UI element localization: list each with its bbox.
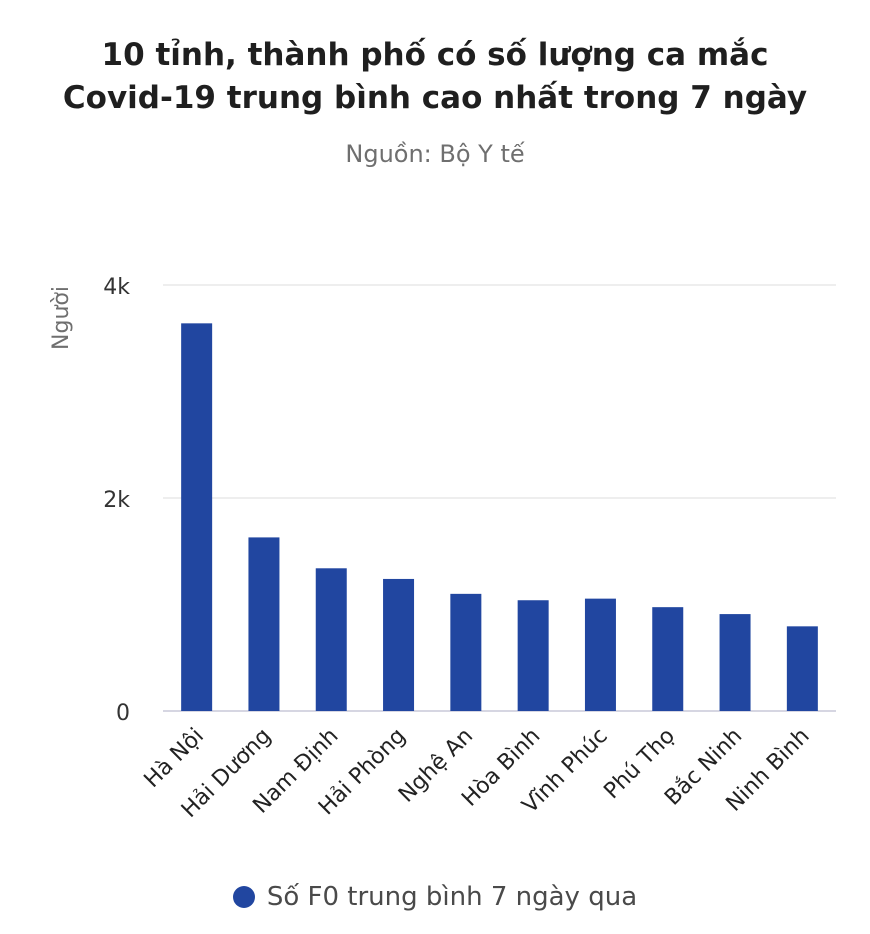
chart-title-line-1: 10 tỉnh, thành phố có số lượng ca mắc xyxy=(101,37,769,73)
bar xyxy=(181,323,213,711)
y-tick-label: 4k xyxy=(103,275,130,300)
bar xyxy=(315,568,347,711)
chart-title-line-2: Covid-19 trung bình cao nhất trong 7 ngà… xyxy=(62,80,808,116)
chart-title: 10 tỉnh, thành phố có số lượng ca mắc Co… xyxy=(0,34,870,120)
bar xyxy=(719,614,751,711)
legend-swatch xyxy=(232,886,255,908)
y-tick-label: 2k xyxy=(103,488,130,513)
bar xyxy=(517,600,549,711)
bar xyxy=(786,626,818,711)
y-tick-label: 0 xyxy=(116,701,130,726)
y-axis-label: Người xyxy=(49,286,74,350)
legend-label: Số F0 trung bình 7 ngày qua xyxy=(266,882,638,912)
bar xyxy=(248,537,280,711)
bar xyxy=(450,593,482,711)
chart-legend[interactable]: Số F0 trung bình 7 ngày qua xyxy=(0,882,870,912)
bar xyxy=(584,598,616,711)
bar xyxy=(652,607,684,711)
bar xyxy=(383,578,415,711)
chart-subtitle: Nguồn: Bộ Y tế xyxy=(345,140,525,168)
